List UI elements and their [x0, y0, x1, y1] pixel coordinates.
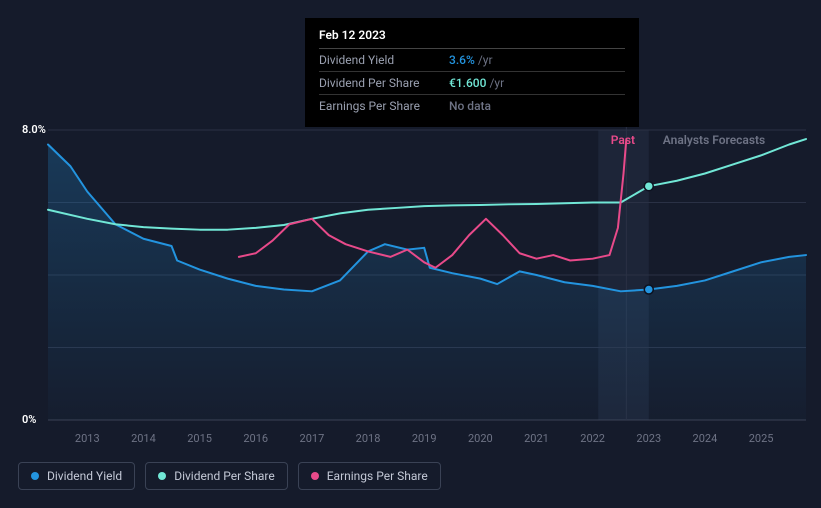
tooltip-row-value: No data [449, 99, 491, 113]
y-axis-label: 8.0% [22, 123, 46, 136]
x-axis-label: 2023 [636, 432, 661, 445]
x-axis-label: 2016 [243, 432, 268, 445]
legend-item[interactable]: Dividend Per Share [145, 462, 288, 490]
x-axis-label: 2025 [749, 432, 774, 445]
tooltip-row-value: 3.6% [449, 53, 475, 67]
tooltip-row-label: Dividend Yield [319, 53, 449, 67]
x-axis-label: 2017 [300, 432, 325, 445]
tooltip-date: Feb 12 2023 [319, 28, 625, 49]
x-axis-label: 2014 [131, 432, 156, 445]
x-axis-label: 2013 [75, 432, 100, 445]
x-axis-label: 2024 [693, 432, 718, 445]
x-axis-label: 2020 [468, 432, 493, 445]
tooltip-row-label: Dividend Per Share [319, 76, 449, 90]
legend-item[interactable]: Earnings Per Share [298, 462, 441, 490]
tooltip-row: Dividend Yield3.6%/yr [319, 49, 625, 72]
tooltip-row-unit: /yr [478, 53, 493, 67]
x-axis-label: 2021 [524, 432, 549, 445]
x-axis-label: 2022 [580, 432, 605, 445]
legend-label: Dividend Yield [47, 469, 122, 483]
legend-label: Dividend Per Share [174, 469, 275, 483]
legend-dot-icon [311, 472, 319, 480]
x-axis-label: 2019 [412, 432, 437, 445]
tooltip-row-value: €1.600 [449, 76, 486, 90]
legend-label: Earnings Per Share [327, 469, 428, 483]
legend-dot-icon [31, 472, 39, 480]
chart-legend: Dividend Yield Dividend Per Share Earnings… [18, 462, 441, 490]
y-axis-label: 0% [22, 413, 36, 426]
tooltip-row: Dividend Per Share€1.600/yr [319, 72, 625, 95]
tooltip-row-label: Earnings Per Share [319, 99, 449, 113]
tooltip-row-unit: /yr [489, 76, 504, 90]
chart-tooltip: Feb 12 2023 Dividend Yield3.6%/yrDividen… [305, 18, 639, 127]
x-axis-label: 2018 [356, 432, 381, 445]
legend-item[interactable]: Dividend Yield [18, 462, 135, 490]
forecast-label: Analysts Forecasts [663, 133, 765, 147]
legend-dot-icon [158, 472, 166, 480]
tooltip-row: Earnings Per ShareNo data [319, 95, 625, 117]
past-label: Past [611, 133, 635, 147]
x-axis-label: 2015 [187, 432, 212, 445]
